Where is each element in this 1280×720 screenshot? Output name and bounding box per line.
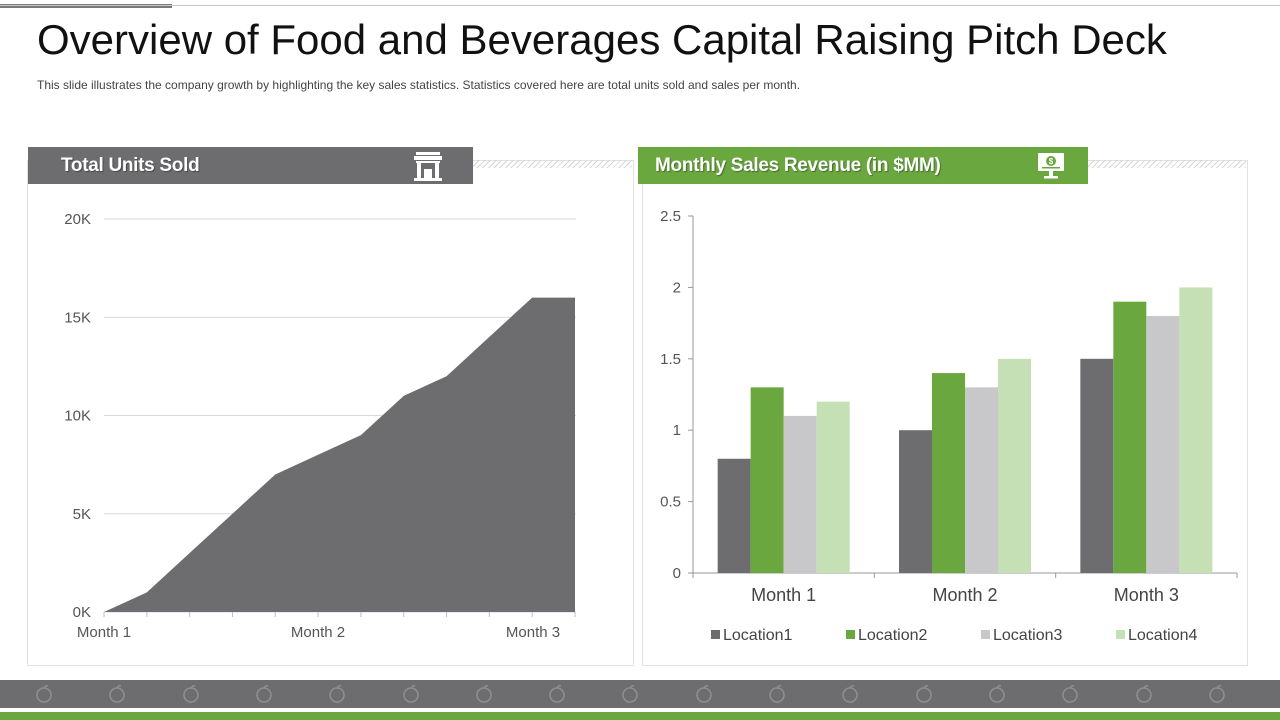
apple-icon <box>765 682 789 706</box>
jar-icon <box>618 682 642 706</box>
footer-green-bar <box>0 712 1280 720</box>
footer-icon-band <box>0 680 1280 708</box>
bar-location2-month-2 <box>932 373 965 573</box>
legend-swatch <box>711 630 720 639</box>
bar-location3-month-2 <box>965 387 998 573</box>
header-hatch-left <box>473 160 632 168</box>
header-hatch-right <box>1088 160 1246 168</box>
sales-revenue-title: Monthly Sales Revenue (in $MM) <box>655 154 941 176</box>
bar-location3-month-3 <box>1146 315 1180 573</box>
bar-location4-month-2 <box>998 358 1031 573</box>
bar-location2-month-3 <box>1113 301 1147 573</box>
lemon-icon <box>545 682 569 706</box>
orange-icon <box>252 682 276 706</box>
bar-category-label: Month 3 <box>1114 585 1179 605</box>
bar-location2-month-1 <box>750 387 784 573</box>
bar-y-tick-label: 0 <box>673 565 681 582</box>
fruit-icon <box>105 682 129 706</box>
bar-y-tick-label: 2.5 <box>660 208 681 225</box>
strawberry-icon <box>985 682 1009 706</box>
mushroom-icon <box>399 682 423 706</box>
units-sold-title: Total Units Sold <box>61 154 200 176</box>
area-y-tick-label: 0K <box>73 604 91 621</box>
area-y-tick-label: 15K <box>64 309 91 326</box>
area-y-tick-label: 5K <box>73 506 91 523</box>
bank-icon <box>411 149 445 183</box>
legend-label: Location1 <box>723 627 792 644</box>
leaf-icon <box>179 682 203 706</box>
strawberry-icon <box>692 682 716 706</box>
legend-swatch <box>846 630 855 639</box>
apple-icon <box>1205 682 1229 706</box>
bar-category-label: Month 2 <box>932 585 997 605</box>
bar-location3-month-1 <box>783 415 817 573</box>
plant-icon <box>472 682 496 706</box>
bar-y-tick-label: 2 <box>673 279 681 296</box>
strawberry-icon <box>1132 682 1156 706</box>
monitor-dollar-icon: $ <box>1034 149 1068 183</box>
top-divider <box>0 5 1280 6</box>
bar-location1-month-2 <box>899 430 932 573</box>
area-y-tick-label: 10K <box>64 408 91 425</box>
units-sold-header: Total Units Sold <box>28 147 473 184</box>
acorn-icon <box>1058 682 1082 706</box>
bar-y-tick-label: 1 <box>673 422 681 439</box>
sales-revenue-header: Monthly Sales Revenue (in $MM) $ <box>638 147 1088 184</box>
area-x-tick-label: Month 2 <box>291 624 345 641</box>
legend-label: Location2 <box>858 627 927 644</box>
bar-location1-month-3 <box>1080 358 1114 573</box>
page-subtitle: This slide illustrates the company growt… <box>37 78 801 92</box>
lemon-icon <box>912 682 936 706</box>
bar-y-tick-label: 1.5 <box>660 351 681 368</box>
bar-y-tick-label: 0.5 <box>660 494 681 511</box>
strawberry-icon <box>838 682 862 706</box>
legend-swatch <box>1116 630 1125 639</box>
bar-location4-month-1 <box>816 401 850 573</box>
page-title: Overview of Food and Beverages Capital R… <box>37 16 1167 63</box>
bar-location4-month-3 <box>1179 287 1213 573</box>
legend-swatch <box>981 630 990 639</box>
area-x-tick-label: Month 1 <box>77 624 131 641</box>
legend-label: Location3 <box>993 627 1062 644</box>
svg-text:$: $ <box>1049 157 1054 166</box>
area-y-tick-label: 20K <box>64 211 91 228</box>
bamboo-icon <box>325 682 349 706</box>
top-accent-bar <box>0 4 172 8</box>
food-icon <box>32 682 56 706</box>
units-sold-area <box>104 297 575 612</box>
legend-label: Location4 <box>1128 627 1197 644</box>
area-x-tick-label: Month 3 <box>506 624 560 641</box>
bar-location1-month-1 <box>717 458 751 573</box>
bar-category-label: Month 1 <box>751 585 816 605</box>
